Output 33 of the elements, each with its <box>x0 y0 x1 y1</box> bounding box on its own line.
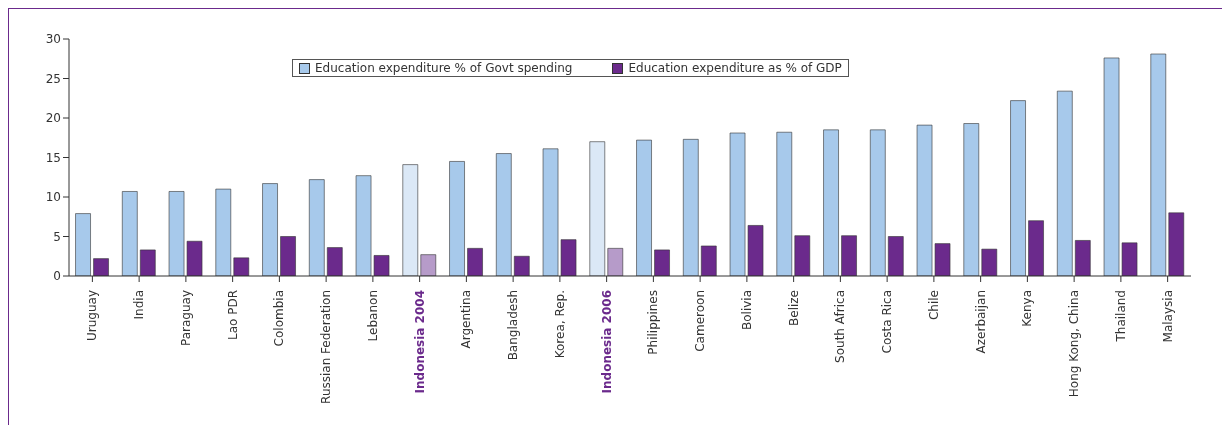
x-tick-label: Lao PDR <box>225 290 240 341</box>
x-tick-label: Azerbaijan <box>973 290 988 354</box>
x-tick-label: Belize <box>786 290 801 326</box>
x-tick-label: Malaysia <box>1160 290 1175 343</box>
x-tick-label: Indonesia 2006 <box>599 290 614 394</box>
y-tick-label: 5 <box>53 229 61 244</box>
x-tick-label: Costa Rica <box>880 290 895 354</box>
x-tick-label: Korea, Rep. <box>552 290 567 359</box>
y-tick-label: 20 <box>45 111 61 126</box>
x-tick-label: Indonesia 2004 <box>412 290 427 394</box>
x-tick-label: Thailand <box>1113 290 1128 343</box>
y-tick-label: 0 <box>53 269 61 284</box>
x-tick-label: Argentina <box>459 290 474 349</box>
y-tick-label: 30 <box>45 32 61 47</box>
x-tick-label: India <box>132 290 147 320</box>
y-tick-label: 10 <box>45 190 61 205</box>
x-tick-label: Paraguay <box>178 290 193 347</box>
legend-label: Education expenditure % of Govt spending <box>314 61 573 75</box>
x-tick-label: Lebanon <box>365 290 380 342</box>
x-tick-label: Chile <box>926 290 941 321</box>
x-tick-label: Cameroon <box>693 290 708 352</box>
x-tick-label: Russian Federation <box>319 290 334 404</box>
x-tick-label: Bangladesh <box>506 290 521 361</box>
legend-label: Education expenditure as % of GDP <box>627 61 842 75</box>
x-tick-label: Philippines <box>646 290 661 355</box>
x-tick-label: Kenya <box>1020 290 1035 327</box>
x-tick-label: Hong Kong, China <box>1067 290 1082 398</box>
x-tick-label: Bolivia <box>739 290 754 331</box>
x-tick-label: Colombia <box>272 290 287 347</box>
x-tick-label: South Africa <box>833 290 848 363</box>
y-tick-label: 15 <box>45 150 61 165</box>
y-tick-label: 25 <box>45 71 61 86</box>
x-tick-label: Uruguay <box>85 290 100 341</box>
